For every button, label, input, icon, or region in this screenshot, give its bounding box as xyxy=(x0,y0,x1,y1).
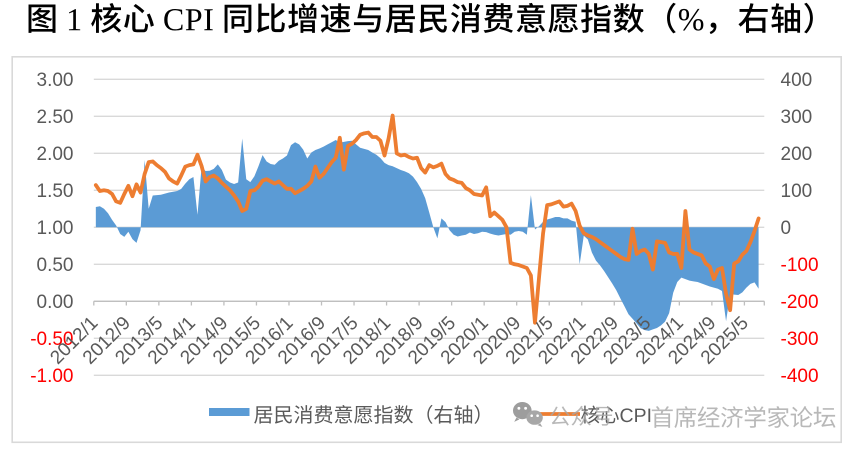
svg-text:0.00: 0.00 xyxy=(37,292,74,313)
svg-text:-100: -100 xyxy=(781,255,819,276)
svg-text:-1.00: -1.00 xyxy=(30,366,73,387)
svg-text:-200: -200 xyxy=(781,292,819,313)
svg-text:-400: -400 xyxy=(781,366,819,387)
svg-text:1.50: 1.50 xyxy=(37,181,74,202)
svg-text:100: 100 xyxy=(781,181,813,202)
svg-text:2.50: 2.50 xyxy=(37,107,74,128)
svg-text:-300: -300 xyxy=(781,329,819,350)
svg-text:-0.50: -0.50 xyxy=(30,329,73,350)
svg-text:0.50: 0.50 xyxy=(37,255,74,276)
svg-text:1.00: 1.00 xyxy=(37,218,74,239)
svg-text:3.00: 3.00 xyxy=(37,70,74,91)
svg-text:400: 400 xyxy=(781,70,813,91)
svg-text:300: 300 xyxy=(781,107,813,128)
svg-text:200: 200 xyxy=(781,144,813,165)
svg-text:2.00: 2.00 xyxy=(37,144,74,165)
svg-text:0: 0 xyxy=(781,218,792,239)
